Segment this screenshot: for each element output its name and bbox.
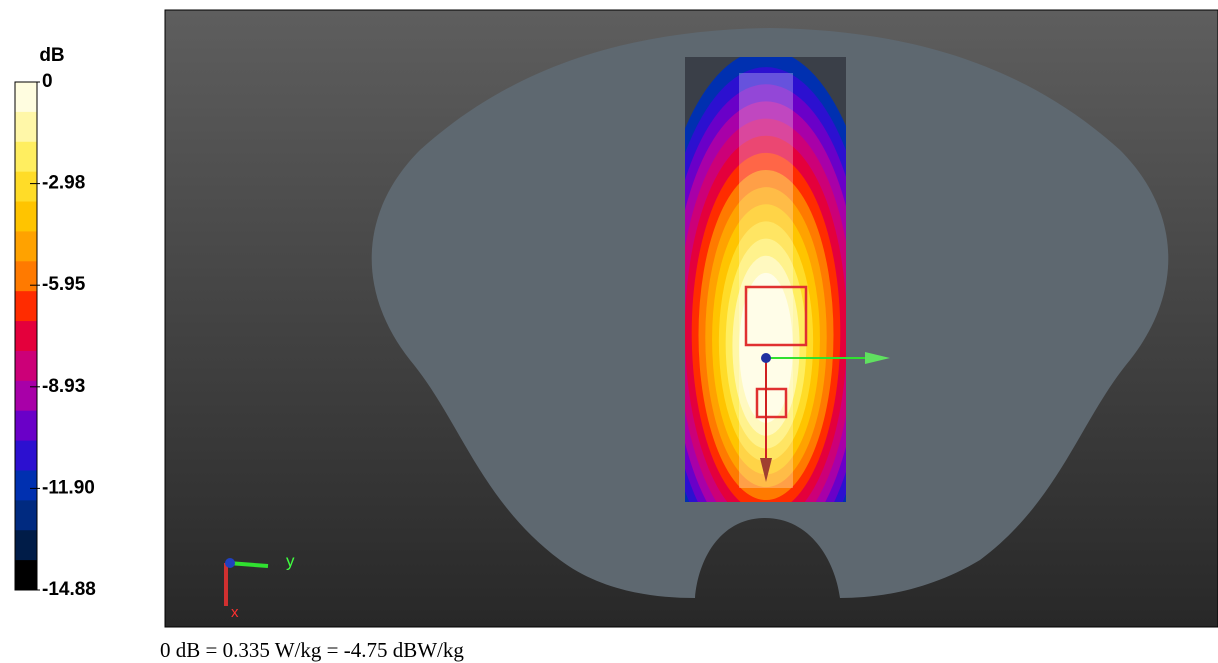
sar-distribution	[685, 57, 846, 502]
tick-label: -5.95	[42, 274, 86, 295]
colorbar-band	[15, 470, 37, 501]
colorbar-band	[15, 141, 37, 173]
colorbar-band	[15, 291, 37, 322]
tick-label: 0	[42, 71, 53, 92]
colorbar-band	[15, 231, 37, 262]
colorbar-frame	[14, 81, 38, 591]
colorbar-ticks: 0 -2.98 -5.95 -8.93 -11.90 -14.88	[30, 71, 96, 600]
colorbar-band	[15, 440, 37, 471]
colorbar-band	[15, 530, 37, 561]
tick-label: -11.90	[42, 477, 95, 498]
contour	[739, 272, 793, 423]
colorbar-band	[15, 261, 37, 292]
caption: 0 dB = 0.335 W/kg = -4.75 dBW/kg	[160, 638, 464, 662]
colorbar-band	[15, 380, 37, 412]
zoom-box	[744, 285, 808, 347]
colorbar	[14, 81, 38, 591]
tick-label: -14.88	[42, 579, 96, 600]
colorbar-band	[15, 82, 37, 113]
tick-label: -8.93	[42, 376, 85, 397]
origin	[761, 353, 771, 363]
screen: dB 0 -2.98 -5.95 -8.93 -11.90 -14.88 y x	[14, 9, 1218, 628]
triad-z	[225, 558, 235, 568]
arrow-head	[865, 352, 890, 364]
colorbar-band	[15, 350, 37, 382]
colorbar-band	[15, 321, 37, 352]
colorbar-band	[15, 201, 37, 232]
colorbar-band	[15, 111, 37, 143]
axis-label: x	[231, 604, 239, 621]
colorbar-band	[15, 171, 37, 203]
colorbar-band	[15, 500, 37, 531]
arrow-head	[760, 458, 772, 482]
colorbar-band	[15, 560, 37, 591]
zoom-box	[755, 387, 788, 419]
colorbar-band	[15, 410, 37, 442]
colorbar-unit: dB	[39, 45, 64, 66]
axis-label: y	[286, 551, 295, 570]
tick-label: -2.98	[42, 173, 85, 194]
